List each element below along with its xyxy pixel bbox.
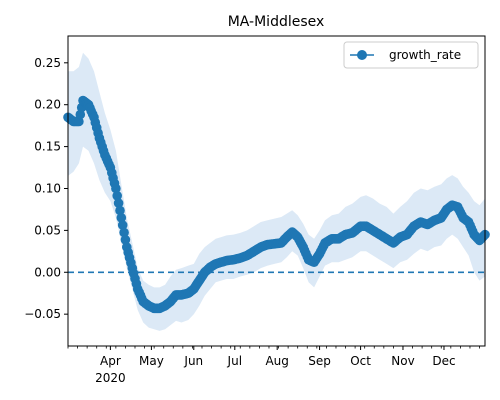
y-tick-label-2: 0.05 (34, 223, 61, 237)
x-tick-label-3: Jul (227, 354, 242, 368)
x-tick-label-6: Oct (350, 354, 371, 368)
data-point-42 (120, 235, 131, 245)
x-tick-label-8: Dec (432, 354, 455, 368)
legend-marker-swatch (357, 50, 367, 60)
y-tick-label-0: −0.05 (24, 307, 61, 321)
data-point-36 (112, 191, 122, 201)
x-tick-label-5: Sep (308, 354, 331, 368)
data-point-40 (117, 220, 128, 230)
data-point-37 (113, 198, 124, 208)
data-point-39 (116, 213, 127, 223)
y-tick-label-6: 0.25 (34, 56, 61, 70)
data-point-41 (119, 227, 129, 238)
axes-frame (67, 35, 486, 347)
legend-label-growth-rate: growth_rate (389, 48, 461, 62)
y-tick-label-5: 0.20 (34, 98, 61, 112)
data-point-35 (111, 183, 121, 194)
x-tick-label-4: Aug (265, 354, 288, 368)
plot-area: −0.05 0.00 0.05 0.10 0.15 0.20 0.25 Apr 2020 May J… (24, 52, 490, 385)
data-point-38 (115, 205, 125, 216)
x-tick-sublabel-0: 2020 (95, 371, 126, 385)
chart-title: MA-Middlesex (228, 14, 325, 30)
x-tick-label-2: Jun (183, 354, 203, 368)
legend-box (343, 41, 479, 69)
x-tick-label-7: Nov (391, 354, 414, 368)
x-tick-label-0: Apr (100, 354, 121, 368)
legend: growth_rate (343, 41, 479, 69)
x-tick-label-1: May (139, 354, 164, 368)
y-tick-label-4: 0.15 (34, 140, 61, 154)
y-tick-label-3: 0.10 (34, 181, 61, 195)
y-tick-label-1: 0.00 (34, 265, 61, 279)
